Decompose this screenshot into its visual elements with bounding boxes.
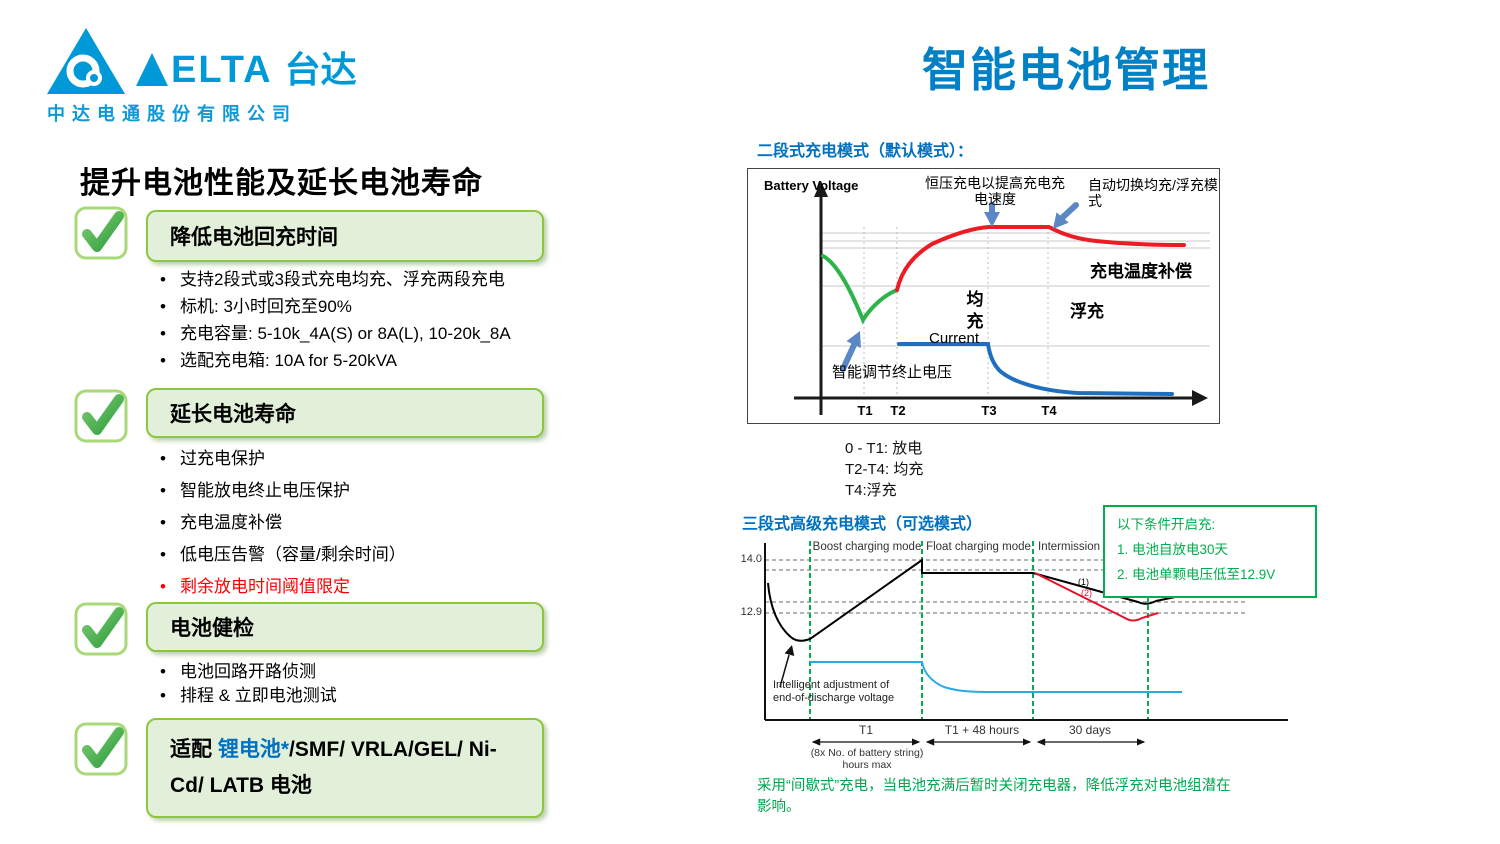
chart1-captions: 0 - T1: 放电 T2-T4: 均充 T4:浮充 [845,438,923,501]
y-axis-arrow-icon [814,181,828,197]
y-tick-14: 14.0 [740,553,762,565]
caption-line: T2-T4: 均充 [845,461,924,478]
checkmark-icon [74,206,128,260]
float-label: 浮充 [1070,302,1104,321]
list-item: • 智能放电终止电压保护 [160,481,350,500]
bullet-dot: • [160,270,166,289]
y-axis-label: Battery Voltage [764,178,859,193]
list-item: • 选配充电箱: 10A for 5-20kVA [160,348,512,374]
eod-note: Intelligent adjustment of end-of-dischar… [773,679,895,704]
list-item: • 电池回路开路侦测 [160,662,316,681]
wordmark-cjk: 台达 [284,49,357,90]
region-float-label: Float charging mode [926,541,1031,553]
condition-item: 2. 电池单颗电压低至12.9V [1117,566,1276,582]
charge-voltage-curve [895,225,1186,292]
y-tick-129: 12.9 [740,606,762,618]
section4-header-box: 适配 锂电池*/SMF/ VRLA/GEL/ Ni-Cd/ LATB 电池 [146,718,544,818]
page-title: 智能电池管理 [922,44,1210,96]
checkmark-icon [74,722,128,776]
checkmark-icon [74,602,128,656]
bullet-dot: • [160,297,166,316]
section1-bullets: • 支持2段式或3段式充电均充、浮充两段充电 • 标机: 3小时回充至90% • 充电… [160,267,512,374]
wordmark-text: ELTA [171,49,273,91]
caption-line: 0 - T1: 放电 [845,440,923,457]
company-name: 中达电通股份有限公司 [47,104,297,124]
equalize-label: 均充 [966,290,984,331]
section4-header: 适配 锂电池*/SMF/ VRLA/GEL/ Ni-Cd/ LATB 电池 [170,738,497,797]
chart1-canvas [794,181,1210,415]
left-section-title: 提升电池性能及延长电池寿命 [80,167,483,200]
list-item-alert: • 剩余放电时间阈值限定 [160,577,350,596]
temp-comp-label: 充电温度补偿 [1090,262,1192,281]
voltage-curve [767,558,1181,642]
chart2-canvas [764,541,1288,746]
x-tick-t1: T1 [857,403,873,418]
chart1-label: 二段式充电模式（默认模式）： [757,143,974,160]
section1-header-box: 降低电池回充时间 [146,210,544,262]
current-curve [810,661,1182,693]
list-item: • 排程 & 立即电池测试 [160,686,337,705]
curve-marker-2: (2) [1081,588,1092,598]
section2-header-box: 延长电池寿命 [146,388,544,438]
t1-duration-note: (8x No. of battery string) hours max [810,747,924,771]
section3-header-box: 电池健检 [146,602,544,652]
annotation-arrows [840,202,1079,372]
span-t1-label: T1 [858,723,873,737]
list-item: • 支持2段式或3段式充电均充、浮充两段充电 [160,267,512,293]
x-tick-t3: T3 [981,403,997,418]
section1-header: 降低电池回充时间 [170,226,338,249]
delta-logo-icon [47,28,125,94]
current-curve [897,342,1174,396]
section2-header: 延长电池寿命 [170,403,296,426]
discharge-voltage-curve [821,254,899,325]
bullet-dot: • [160,545,166,564]
list-item: • 过充电保护 [160,449,265,468]
bullet-dot: • [160,662,166,681]
three-stage-charging-chart: 14.0 12.9 Boost charging mode Float char… [740,533,1300,783]
x-tick-t2: T2 [890,403,906,418]
condition-item: 1. 电池自放电30天 [1117,541,1229,557]
bullet-dot: • [160,577,166,596]
delta-wordmark: ELTA 台达 [136,49,357,91]
chart2-label: 三段式高级充电模式（可选模式） [742,516,983,533]
list-item: • 标机: 3小时回充至90% [160,294,512,320]
region-boost-label: Boost charging mode [812,541,922,553]
section2-bullets: • 过充电保护 • 智能放电终止电压保护 • 充电温度补偿 • 低电压告警（容量/剩余时… [160,448,550,598]
bullet-dot: • [160,481,166,500]
bullet-dot: • [160,324,166,343]
caption-line: T4:浮充 [845,482,897,499]
span-48h-label: T1 + 48 hours [944,723,1020,737]
intermission-footnote: 采用“间歇式”充电，当电池充满后暂时关闭充电器，降低浮充对电池组潜在影响。 [757,778,1231,815]
auto-switch-annotation: 自动切换均充/浮充模式 [1088,177,1218,209]
two-stage-charging-chart: Battery Voltage 恒压充电以提高充电充电速度 自动切换均充/浮充模… [747,168,1220,424]
conditions-title: 以下条件开启充: [1117,517,1216,532]
bullet-dot: • [160,513,166,532]
span-30d-label: 30 days [1068,723,1112,737]
list-item: • 低电压告警（容量/剩余时间） [160,545,406,564]
x-tick-t4: T4 [1041,403,1057,418]
recharge-conditions-box: 以下条件开启充: 1. 电池自放电30天 2. 电池单颗电压低至12.9V [1103,505,1317,598]
section3-bullets: • 电池回路开路侦测 • 排程 & 立即电池测试 [160,660,550,707]
current-label: Current [929,330,980,347]
x-axis-arrow-icon [1192,390,1208,406]
curve-marker-1: (1) [1078,577,1089,587]
bullet-dot: • [160,351,166,370]
eod-annotation: 智能调节终止电压 [832,364,953,381]
section3-header: 电池健检 [170,617,254,640]
recharge-trigger-curve [1034,572,1159,622]
checkmark-icon [74,389,128,443]
list-item: • 充电温度补偿 [160,513,282,532]
bullet-dot: • [160,449,166,468]
li-battery-highlight: 锂电池* [217,738,290,761]
delta-letter-triangle-icon [136,53,168,86]
bullet-dot: • [160,686,166,705]
list-item: • 充电容量: 5-10k_4A(S) or 8A(L), 10-20k_8A [160,321,512,347]
cv-annotation: 恒压充电以提高充电充电速度 [925,175,1065,207]
